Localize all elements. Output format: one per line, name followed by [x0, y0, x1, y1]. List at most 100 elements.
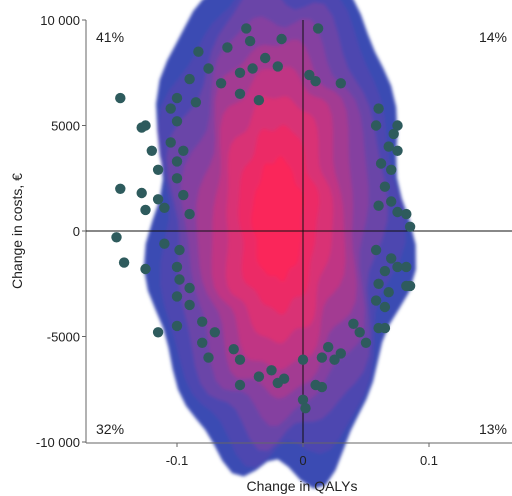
data-point	[304, 69, 315, 81]
data-point	[386, 164, 397, 175]
data-point	[184, 299, 195, 311]
data-point	[193, 46, 204, 57]
data-point	[370, 120, 382, 131]
data-point	[159, 238, 170, 249]
data-point	[197, 337, 208, 348]
data-point	[111, 232, 122, 243]
data-point	[247, 63, 258, 74]
data-point	[404, 221, 416, 232]
data-point	[401, 280, 412, 292]
y-axis-title: Change in costs, €	[9, 173, 25, 289]
data-point	[272, 61, 283, 72]
data-point	[171, 291, 183, 302]
data-point	[266, 365, 277, 376]
data-point	[171, 320, 183, 332]
y-tick-label: 0	[73, 224, 80, 239]
data-point	[184, 282, 195, 294]
data-point	[184, 73, 195, 85]
data-point	[323, 341, 334, 353]
data-point	[276, 33, 287, 45]
data-point	[379, 301, 391, 313]
density-cloud	[143, 0, 416, 489]
density-contour-level-9	[251, 155, 304, 282]
data-point	[140, 263, 151, 275]
data-point	[335, 348, 346, 359]
data-point	[178, 189, 189, 201]
data-point	[373, 200, 384, 211]
data-point	[316, 381, 328, 393]
data-point	[140, 204, 151, 216]
data-point	[383, 287, 394, 298]
data-point	[152, 194, 164, 205]
data-point	[171, 156, 183, 167]
data-point	[375, 158, 387, 169]
x-tick-label: 0	[299, 453, 306, 468]
data-point	[228, 344, 239, 355]
data-point	[234, 379, 246, 391]
data-point	[360, 337, 372, 348]
data-point	[159, 202, 170, 213]
data-point	[388, 128, 399, 140]
data-point	[386, 253, 397, 264]
data-point	[392, 145, 403, 156]
data-point	[348, 318, 359, 329]
data-point	[379, 322, 391, 334]
data-point	[379, 181, 391, 192]
data-point	[392, 206, 403, 218]
x-tick-label: 0.1	[420, 453, 438, 468]
data-point	[184, 208, 195, 220]
data-point	[146, 145, 157, 156]
data-point	[178, 145, 189, 156]
data-point	[373, 278, 384, 289]
data-point	[174, 244, 185, 256]
quadrant-label-top-left: 41%	[96, 29, 124, 45]
data-point	[354, 327, 365, 338]
quadrant-label-bottom-right: 13%	[479, 421, 507, 437]
data-point	[253, 95, 265, 106]
data-point	[171, 92, 183, 104]
scatter-points	[111, 23, 416, 414]
quadrant-label-bottom-left: 32%	[96, 421, 124, 437]
data-point	[329, 354, 340, 365]
y-tick-label: -5000	[47, 330, 80, 345]
data-point	[379, 265, 391, 277]
data-point	[171, 261, 183, 273]
data-point	[203, 63, 214, 74]
data-point	[386, 196, 397, 207]
data-point	[203, 352, 214, 363]
data-point	[392, 261, 403, 273]
data-point	[234, 354, 246, 365]
data-point	[370, 295, 382, 306]
data-point	[310, 76, 321, 87]
data-point	[171, 116, 183, 127]
data-point	[215, 78, 227, 89]
data-point	[174, 274, 185, 285]
data-point	[260, 52, 271, 64]
y-tick-label: 10 000	[40, 13, 80, 28]
data-point	[297, 394, 309, 405]
data-point	[335, 78, 346, 89]
data-point	[136, 187, 147, 199]
data-point	[383, 141, 394, 152]
x-axis-title: Change in QALYs	[246, 478, 357, 494]
data-point	[115, 183, 126, 194]
data-point	[171, 173, 183, 184]
data-point	[190, 97, 202, 108]
data-point	[209, 327, 220, 338]
quadrant-label-top-right: 14%	[479, 29, 507, 45]
data-point	[152, 164, 164, 175]
data-point	[312, 23, 324, 34]
data-point	[373, 103, 384, 114]
data-point	[392, 120, 403, 131]
data-point	[300, 403, 311, 414]
axes: -10 000 -5000 0 5000 10 000 -0.1 0 0.1	[36, 13, 512, 468]
data-point	[370, 244, 382, 256]
data-point	[165, 137, 176, 148]
data-point	[222, 42, 233, 53]
data-point	[118, 257, 130, 268]
data-point	[197, 316, 208, 327]
data-point	[316, 352, 328, 363]
data-point	[241, 23, 252, 34]
data-point	[136, 122, 147, 133]
